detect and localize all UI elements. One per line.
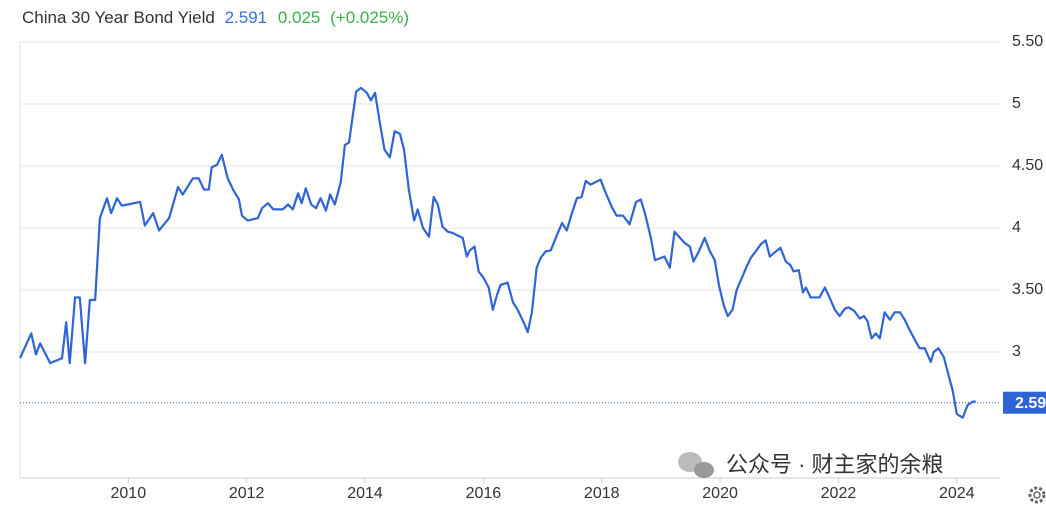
- chart-title: China 30 Year Bond Yield: [22, 8, 215, 27]
- settings-icon[interactable]: [1028, 486, 1046, 504]
- series-line: [18, 86, 976, 419]
- wechat-icon: [678, 452, 714, 478]
- header: China 30 Year Bond Yield 2.591 0.025 (+0…: [22, 8, 409, 27]
- x-tick-label: 2020: [702, 485, 738, 502]
- y-tick-label: 4.50: [1012, 157, 1043, 174]
- change: 0.025: [278, 8, 321, 27]
- last-value-badge-label: 2.591: [1015, 395, 1046, 412]
- x-tick-label: 2024: [939, 485, 975, 502]
- x-tick-label: 2014: [347, 485, 383, 502]
- y-tick-label: 3: [1012, 343, 1021, 360]
- last-value: 2.591: [225, 8, 268, 27]
- y-tick-label: 3.50: [1012, 281, 1043, 298]
- x-tick-label: 2022: [821, 485, 857, 502]
- y-tick-label: 5.50: [1012, 33, 1043, 50]
- x-tick-label: 2012: [229, 485, 265, 502]
- plot-area: 3 3.50 4 4.50 5 5.50 2010 2012 2014 2016 2018 2020 2…: [18, 33, 1046, 502]
- watermark: 公众号 · 财主家的余粮: [726, 452, 944, 477]
- last-value-badge: [1003, 391, 1046, 414]
- y-tick-label: 5: [1012, 95, 1021, 112]
- y-tick-label: 4: [1012, 219, 1021, 236]
- x-tick-label: 2016: [466, 485, 502, 502]
- x-tick-label: 2010: [111, 485, 147, 502]
- change-percent: (+0.025%): [330, 8, 409, 27]
- x-tick-label: 2018: [584, 485, 620, 502]
